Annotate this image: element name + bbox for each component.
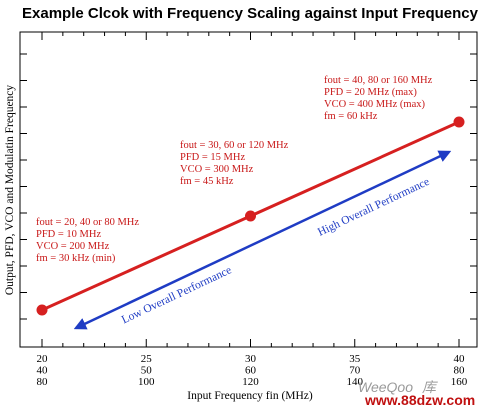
x-tick-label: 120 [242, 376, 259, 388]
x-tick-label: 40 [454, 353, 466, 365]
annotation-line: fout = 20, 40 or 80 MHz [36, 217, 139, 228]
annotation-line: fm = 60 kHz [324, 111, 378, 122]
data-point [245, 210, 256, 222]
watermark-suffix: 库 [422, 379, 438, 395]
x-tick-label: 40 [37, 365, 49, 377]
x-axis-ticks [41, 32, 460, 347]
x-tick-label: 80 [454, 365, 466, 377]
series-layer [36, 116, 465, 316]
annotation-line: VCO = 400 MHz (max) [324, 99, 425, 110]
watermark-brand: WeeQoo [358, 379, 413, 395]
data-point [36, 304, 48, 316]
x-tick-label: 30 [245, 353, 257, 365]
performance-arrow [73, 150, 452, 330]
x-axis-label: Input Frequency fin (MHz) [187, 390, 313, 402]
low-performance-label: Low Overall Performance [120, 264, 234, 326]
plot-frame [19, 31, 478, 348]
annotation-line: PFD = 15 MHz [180, 152, 245, 163]
x-tick-label: 35 [349, 353, 361, 365]
x-tick-label: 140 [347, 376, 364, 388]
annotation-line: fm = 45 kHz [180, 176, 234, 187]
x-tick-label: 70 [349, 365, 361, 377]
y-axis-ticks [20, 53, 477, 320]
annotation-line: PFD = 20 MHz (max) [324, 87, 417, 98]
annotation-line: VCO = 200 MHz [36, 241, 110, 252]
data-point [453, 116, 465, 128]
x-tick-label: 160 [451, 376, 468, 388]
x-tick-label: 80 [37, 376, 49, 388]
x-tick-label: 25 [141, 353, 153, 365]
annotation-line: fout = 40, 80 or 160 MHz [324, 75, 433, 86]
y-axis-label: Output, PFD, VCO and Modulatin Frequency [4, 85, 16, 296]
x-tick-label: 20 [37, 353, 49, 365]
x-tick-label: 100 [138, 376, 155, 388]
annotation-line: fm = 30 kHz (min) [36, 253, 116, 264]
x-tick-label: 50 [141, 365, 153, 377]
x-tick-label: 60 [245, 365, 257, 377]
annotation-line: PFD = 10 MHz [36, 229, 101, 240]
watermark-url: www.88dzw.com [364, 392, 475, 407]
annotation-line: fout = 30, 60 or 120 MHz [180, 140, 289, 151]
annotation-line: VCO = 300 MHz [180, 164, 254, 175]
chart-title: Example Clcok with Frequency Scaling aga… [22, 5, 479, 22]
